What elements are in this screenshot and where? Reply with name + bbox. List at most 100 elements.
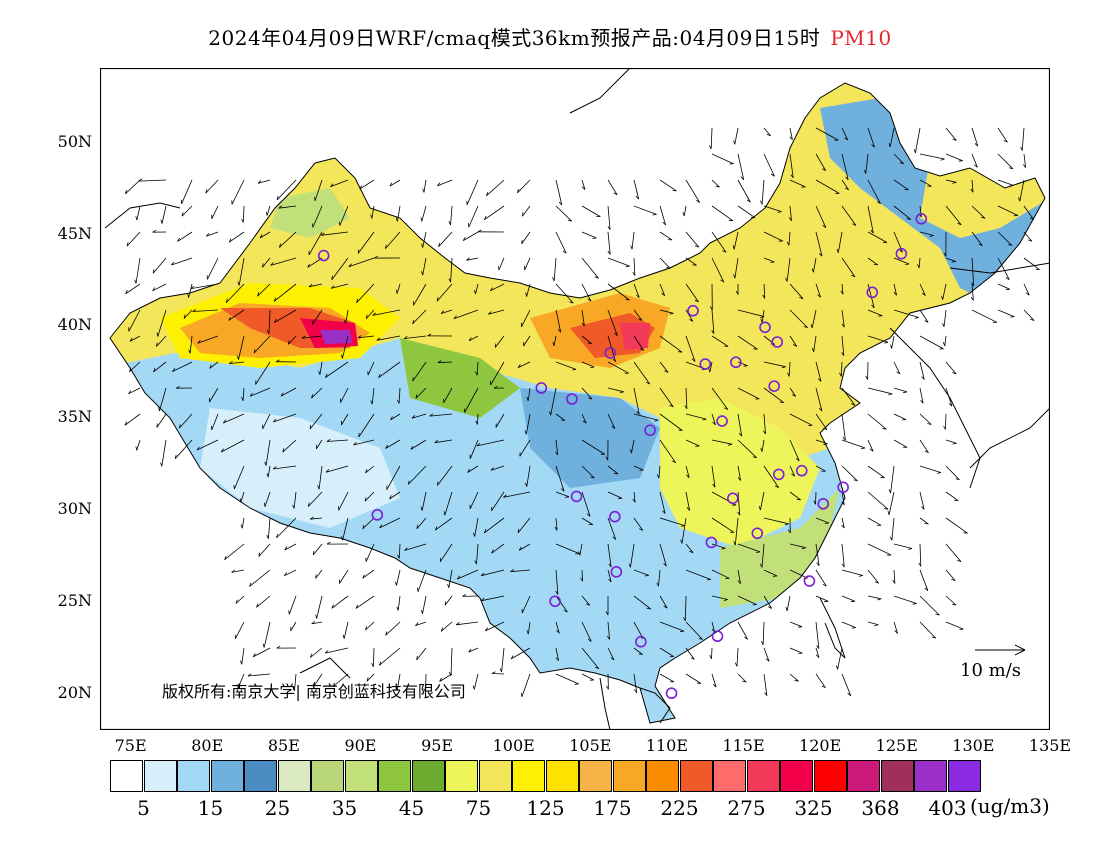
- colorbar-swatch: [378, 760, 411, 792]
- wind-vector-head: [815, 654, 820, 658]
- wind-vector-head: [196, 446, 200, 451]
- wind-vector-head: [378, 661, 382, 666]
- wind-vector: [711, 387, 729, 410]
- city-marker: [795, 464, 808, 477]
- wind-vector-head: [786, 241, 790, 246]
- wind-vector-head: [370, 400, 373, 405]
- city-marker: [570, 490, 583, 503]
- wind-vector: [737, 153, 745, 180]
- wind-vector-head: [646, 608, 651, 610]
- colorbar-swatch: [947, 760, 981, 792]
- wind-vector-head: [742, 680, 747, 683]
- wind-vector-head: [796, 498, 801, 501]
- wind-vector: [788, 361, 791, 377]
- wind-vector: [919, 387, 924, 404]
- wind-vector: [412, 309, 427, 325]
- wind-vector-head: [877, 598, 882, 601]
- wind-vector-head: [709, 655, 712, 659]
- wind-vector: [945, 127, 957, 141]
- wind-vector-head: [672, 460, 676, 464]
- wind-vector: [841, 283, 844, 295]
- wind-vector-head: [257, 292, 260, 297]
- wind-vector-head: [978, 243, 983, 247]
- wind-vector: [359, 179, 375, 190]
- wind-vector: [385, 231, 401, 249]
- wind-vector-head: [395, 289, 398, 294]
- latitude-label: 25N: [57, 591, 92, 611]
- wind-vector-head: [187, 293, 189, 298]
- wind-vector-head: [365, 314, 368, 319]
- wind-vector-head: [342, 634, 345, 639]
- wind-vector: [711, 231, 727, 253]
- wind-vector-head: [438, 242, 440, 247]
- wind-vector: [711, 413, 716, 425]
- city-marker: [535, 382, 548, 394]
- city-marker: [866, 286, 879, 299]
- wind-vector: [841, 179, 850, 191]
- wind-vector-head: [555, 590, 559, 595]
- wind-vector: [290, 621, 297, 632]
- wind-vector-head: [326, 541, 331, 545]
- wind-vector-head: [724, 407, 728, 410]
- wind-vector: [789, 205, 792, 221]
- wind-vector: [365, 465, 375, 474]
- wind-vector: [498, 257, 505, 271]
- wind-vector: [468, 205, 479, 228]
- wind-vector-head: [694, 299, 699, 303]
- wind-vector-head: [686, 474, 690, 478]
- wind-vector-head: [410, 445, 414, 450]
- wind-vector: [553, 335, 557, 346]
- wind-vector: [607, 283, 630, 301]
- wind-vector-head: [228, 238, 232, 243]
- wind-vector: [815, 205, 827, 228]
- wind-vector: [607, 647, 615, 661]
- wind-vector: [607, 465, 619, 475]
- wind-vector: [867, 465, 885, 479]
- wind-vector-head: [963, 532, 968, 534]
- wind-vector: [867, 413, 887, 430]
- wind-vector-head: [733, 274, 736, 279]
- wind-vector: [815, 387, 823, 412]
- wind-vector-head: [263, 502, 266, 507]
- wind-vector-head: [663, 563, 667, 567]
- wind-vector-head: [330, 183, 334, 188]
- wind-vector-head: [952, 181, 957, 184]
- wind-vector-head: [594, 666, 599, 669]
- wind-vector-head: [819, 253, 823, 257]
- wind-vector-head: [259, 234, 263, 239]
- wind-vector-head: [873, 264, 878, 266]
- colorbar-swatch: [579, 760, 612, 792]
- wind-vector: [136, 439, 141, 451]
- wind-vector: [685, 309, 694, 322]
- wind-vector: [235, 621, 245, 639]
- wind-vector-head: [448, 278, 451, 283]
- wind-vector-head: [526, 630, 529, 635]
- wind-vector-head: [1022, 164, 1026, 168]
- wind-vector-head: [822, 168, 826, 171]
- wind-vector-head: [669, 404, 674, 408]
- wind-vector-head: [257, 180, 262, 184]
- longitude-label: 105E: [569, 736, 612, 755]
- wind-vector-head: [390, 416, 393, 421]
- wind-vector: [310, 517, 323, 520]
- colorbar-swatch: [210, 760, 244, 792]
- wind-vector-head: [921, 292, 926, 296]
- wind-vector-head: [301, 335, 306, 339]
- wind-vector-head: [770, 261, 775, 263]
- china-border: [109, 82, 1046, 724]
- wind-vector: [789, 439, 800, 461]
- wind-vector: [555, 621, 560, 634]
- wind-vector-head: [510, 569, 515, 573]
- wind-vector: [711, 153, 734, 165]
- wind-vector-head: [417, 587, 419, 592]
- wind-vector-head: [448, 221, 451, 226]
- wind-vector-head: [578, 551, 581, 556]
- wind-vector-head: [580, 577, 583, 582]
- wind-vector: [893, 543, 913, 549]
- wind-vector: [789, 621, 803, 628]
- wind-vector-head: [407, 480, 410, 485]
- wind-vector: [815, 491, 817, 505]
- wind-vector-head: [315, 614, 318, 619]
- wind-vector-head: [797, 626, 803, 628]
- wind-vector: [404, 543, 427, 551]
